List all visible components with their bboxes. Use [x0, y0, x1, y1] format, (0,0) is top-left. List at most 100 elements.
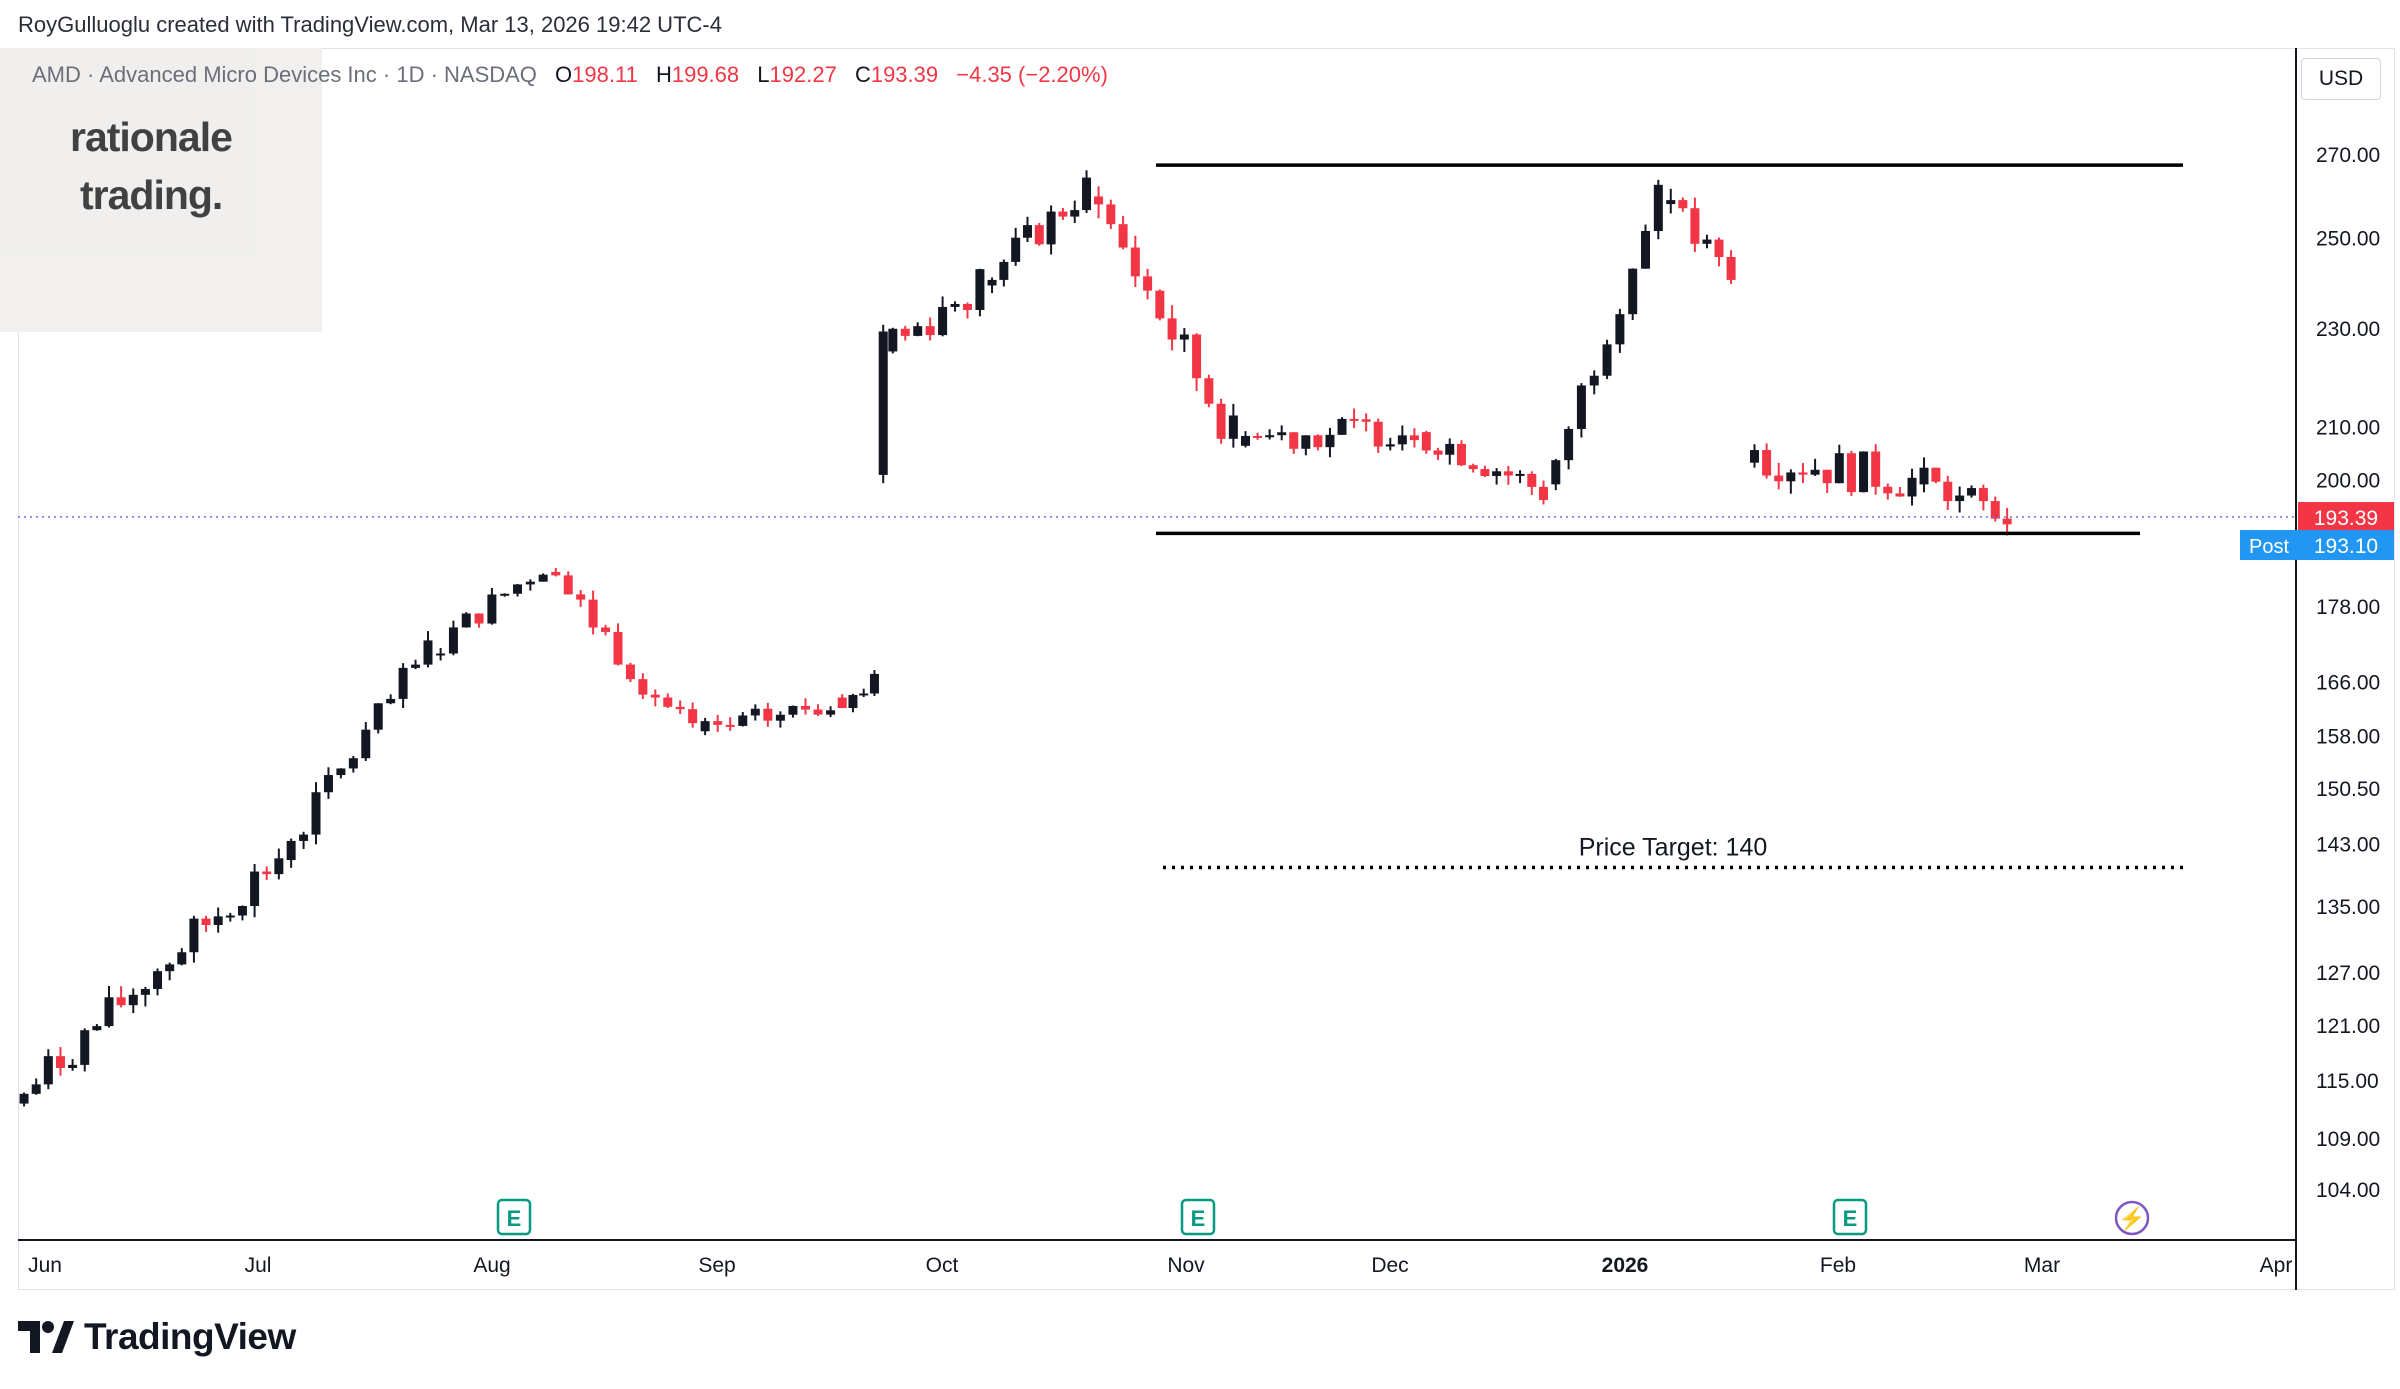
candle-body [1456, 443, 1466, 466]
candle-body [165, 964, 175, 972]
candle-body [423, 640, 433, 665]
candlestick-series [18, 170, 2296, 1107]
candle-body [1421, 432, 1431, 451]
lightning-icon [2114, 1200, 2150, 1236]
candle-body [1798, 472, 1808, 475]
candle-body [274, 858, 284, 875]
candle-body [1702, 239, 1712, 244]
earnings-icon-label: E [1843, 1206, 1858, 1231]
candle-body [1774, 475, 1784, 482]
time-tick-label: Oct [926, 1254, 959, 1277]
candle-body [837, 697, 847, 708]
candle-body [869, 673, 879, 694]
tradingview-logo-text: TradingView [84, 1316, 296, 1357]
candle-body [1919, 467, 1929, 485]
candle-body [80, 1030, 90, 1065]
candle-body [1480, 469, 1490, 476]
candle-body [1539, 486, 1549, 500]
drawings[interactable]: Price Target: 140 [1156, 163, 2183, 870]
candle-body [1602, 344, 1612, 376]
price-tick-label: 210.00 [2316, 417, 2380, 440]
event-markers[interactable]: E E E ⚡ [496, 1198, 2150, 1236]
candle-body [563, 575, 573, 595]
candle-body [237, 906, 247, 916]
tradingview-logo[interactable]: TradingView [18, 1316, 296, 1358]
candle-body [1070, 210, 1080, 217]
candle-body [153, 971, 163, 989]
candle-body [398, 667, 408, 699]
candle-body [1883, 486, 1893, 494]
time-tick-label: Dec [1371, 1254, 1408, 1277]
price-tick-label: 166.00 [2316, 672, 2380, 695]
candle-body [576, 594, 586, 600]
candle-body [663, 697, 673, 707]
candle-body [1373, 421, 1383, 447]
candle-body [1433, 450, 1443, 455]
candle-body [1204, 378, 1214, 404]
time-tick-label: Aug [473, 1254, 510, 1277]
earnings-icon-label: E [1191, 1206, 1206, 1231]
candle-body [551, 571, 561, 576]
candle-body [1409, 435, 1419, 441]
candle-body [1058, 211, 1068, 217]
earnings-icon-label: E [507, 1206, 522, 1231]
post-label-badge [2240, 530, 2298, 561]
symbol-info[interactable]: AMD · Advanced Micro Devices Inc · 1D · … [32, 62, 537, 87]
price-tick-label: 178.00 [2316, 596, 2380, 619]
candle-body [900, 328, 910, 336]
candle-body [700, 721, 710, 732]
price-tick-label: 115.00 [2316, 1070, 2379, 1093]
candle-body [1385, 444, 1395, 447]
candle-body [1762, 450, 1772, 476]
candle-body [848, 695, 858, 708]
price-axis[interactable]: 270.00 250.00 230.00 210.00 200.00 178.00 166.… [2240, 48, 2394, 1290]
time-tick-label: Mar [2024, 1254, 2060, 1277]
candle-body [116, 997, 126, 1006]
close-label: C [854, 62, 871, 87]
time-axis[interactable]: Jun Jul Aug Sep Oct Nov Dec 2026 Feb Mar Apr [18, 1239, 2296, 1277]
candle-body [1990, 501, 2000, 519]
candle-body [1503, 471, 1513, 476]
candle-body [1955, 495, 1965, 502]
time-tick-label: Feb [1820, 1254, 1856, 1277]
candle-body [1714, 239, 1724, 258]
candle-body [262, 871, 272, 875]
candle-body [1253, 435, 1263, 438]
candle-body [925, 326, 935, 336]
candle-body [1527, 473, 1537, 487]
candle-body [1468, 465, 1478, 470]
earnings-icon [496, 1198, 532, 1236]
candle-body [999, 261, 1009, 280]
high-value: 199.68 [671, 62, 740, 87]
candle-body [487, 594, 497, 624]
price-tick-label: 127.00 [2316, 962, 2380, 985]
candle-body [800, 705, 810, 710]
candle-body [55, 1056, 65, 1068]
candle-body [1726, 257, 1736, 280]
currency-button[interactable]: USD [2301, 58, 2381, 100]
brand-line-1: rationale [70, 114, 233, 160]
low-label: L [757, 62, 770, 87]
candle-body [1325, 434, 1335, 448]
post-label: Post [2249, 536, 2289, 558]
candle-body [1943, 481, 1953, 502]
candle-body [373, 703, 383, 730]
candle-body [250, 871, 260, 907]
candle-body [1749, 450, 1759, 463]
price-tick-label: 250.00 [2316, 227, 2380, 250]
candle-body [1589, 375, 1599, 386]
candle-body [1301, 435, 1311, 449]
candle-body [1846, 453, 1856, 493]
candle-body [1492, 471, 1502, 476]
post-price-value: 193.10 [2314, 535, 2378, 558]
candle-body [1678, 200, 1688, 209]
candle-body [1895, 493, 1905, 497]
candle-body [1653, 184, 1663, 232]
candle-body [436, 653, 446, 656]
candle-body [638, 679, 648, 695]
candle-body [1011, 237, 1021, 262]
last-price-badge [2298, 502, 2394, 533]
candle-body [1118, 224, 1128, 248]
candle-body [1313, 435, 1323, 448]
